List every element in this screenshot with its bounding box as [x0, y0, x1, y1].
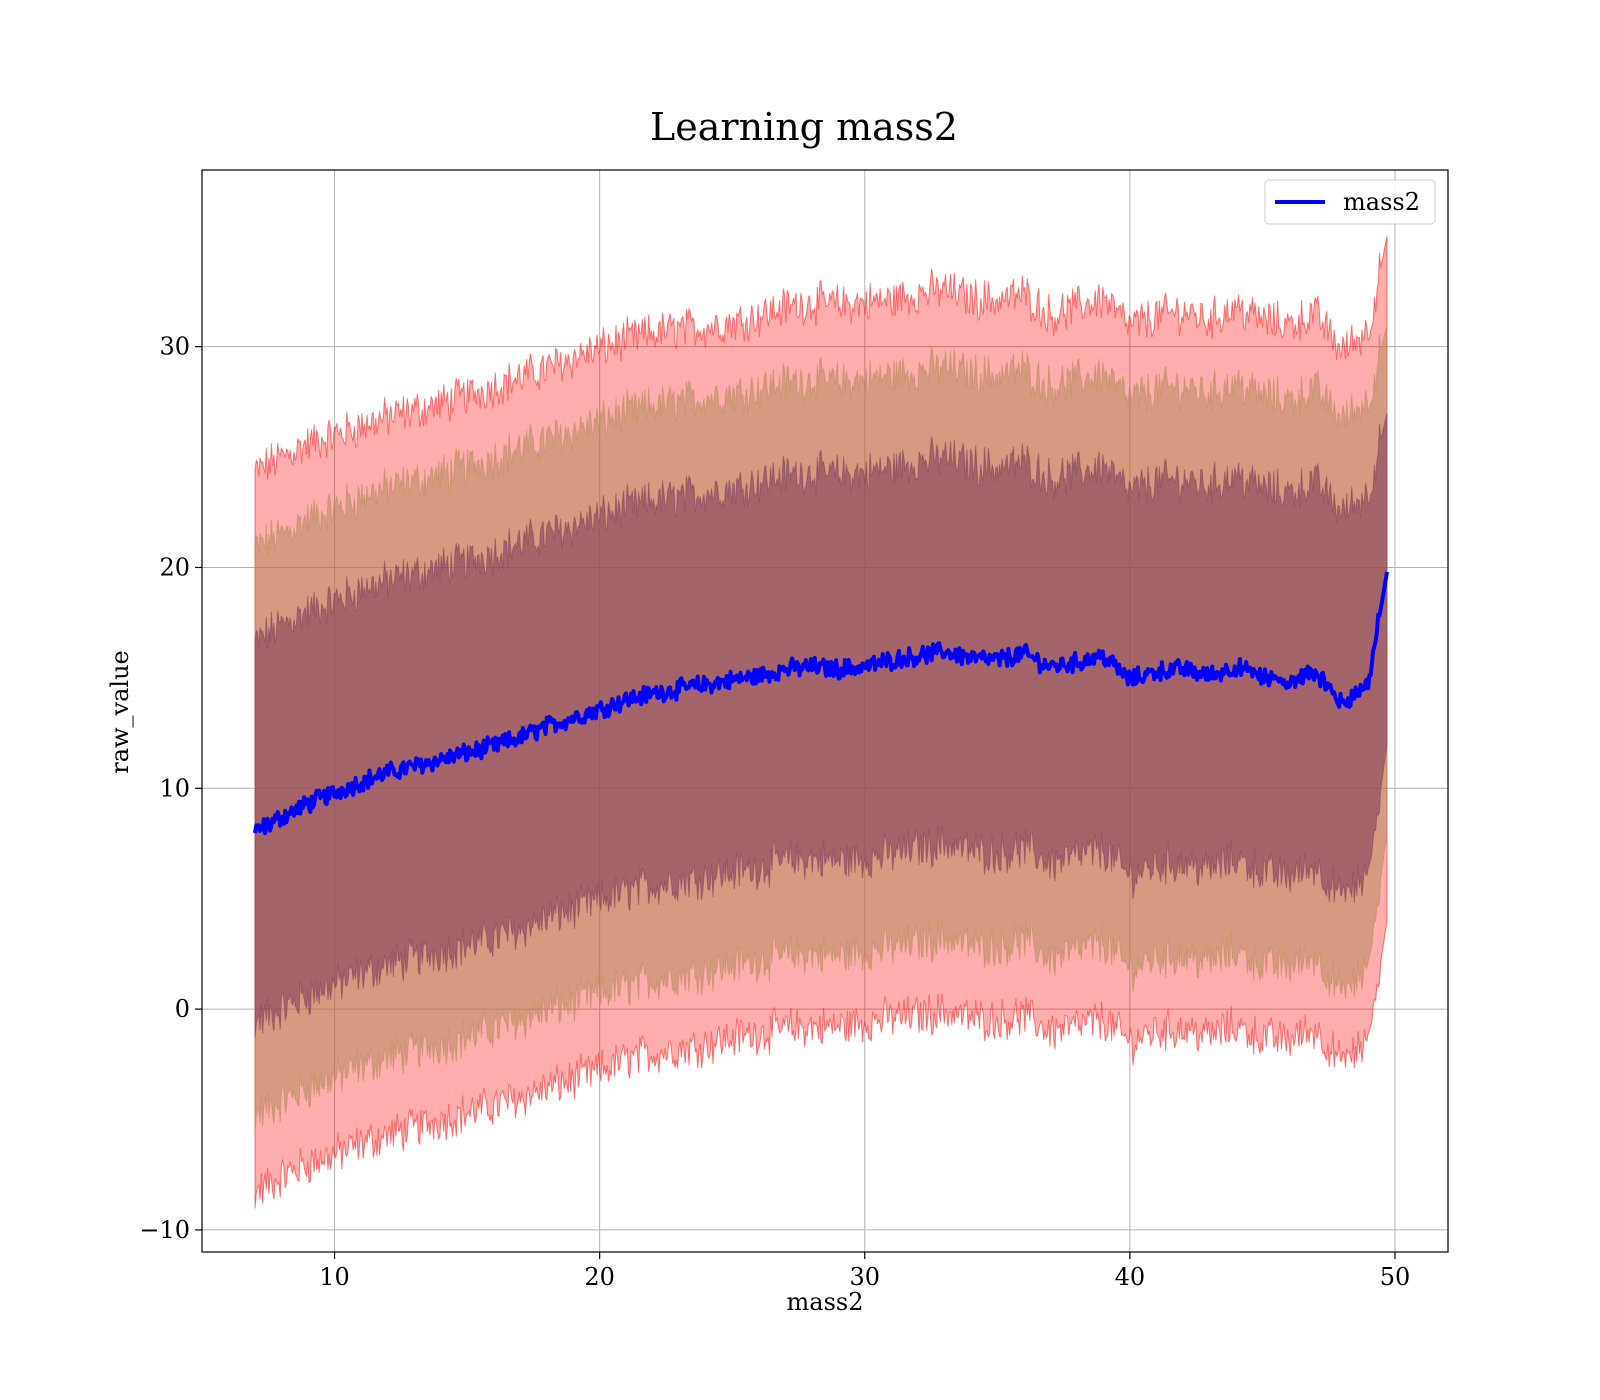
x-tick-label: 40: [1115, 1263, 1146, 1291]
bands: [254, 236, 1388, 1209]
x-tick-label: 50: [1380, 1263, 1411, 1291]
y-tick-label: −10: [139, 1216, 190, 1244]
x-tick-label: 20: [584, 1263, 615, 1291]
series: [253, 571, 1389, 836]
x-tick-label: 10: [319, 1263, 350, 1291]
chart-title: Learning mass2: [650, 105, 958, 149]
x-ticks: 10 20 30 40 50: [319, 1252, 1410, 1291]
y-tick-label: 30: [159, 333, 190, 361]
band-inner: [254, 412, 1388, 1039]
legend: mass2: [1264, 179, 1436, 225]
x-tick-label: 30: [849, 1263, 880, 1291]
series-line-mass2: [253, 571, 1389, 836]
y-tick-label: 20: [159, 553, 190, 581]
y-tick-label: 0: [175, 995, 190, 1023]
y-tick-label: 10: [159, 774, 190, 802]
y-ticks: −10 0 10 20 30: [139, 333, 202, 1244]
legend-box: [1264, 179, 1436, 225]
legend-label-mass2: mass2: [1343, 188, 1420, 216]
x-axis-label: mass2: [787, 1288, 864, 1316]
plot-frame: [201, 169, 1449, 1253]
y-axis-label: raw_value: [106, 650, 134, 774]
